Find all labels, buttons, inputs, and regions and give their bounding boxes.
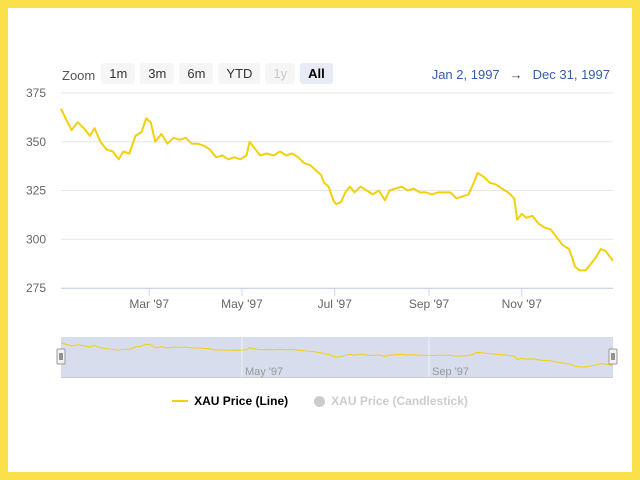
legend-label-candlestick: XAU Price (Candlestick) (331, 394, 468, 408)
y-tick-label: 350 (26, 135, 46, 149)
legend-item-candlestick[interactable]: XAU Price (Candlestick) (314, 394, 468, 408)
x-tick-label: Sep '97 (409, 297, 450, 311)
x-tick-label: Nov '97 (502, 297, 543, 311)
date-range-display: Jan 2, 1997 → Dec 31, 1997 (432, 67, 610, 82)
x-tick-label: May '97 (221, 297, 263, 311)
navigator-tick-label: May '97 (245, 366, 283, 378)
range-separator: → (509, 67, 523, 82)
y-tick-label: 325 (26, 184, 46, 198)
zoom-1y-button: 1y (265, 63, 296, 84)
navigator-series (60, 342, 614, 368)
zoom-3m-button[interactable]: 3m (140, 63, 175, 84)
x-tick-label: Mar '97 (129, 297, 169, 311)
legend-item-line[interactable]: XAU Price (Line) (172, 394, 288, 408)
range-selector: Zoom 1m 3m 6m YTD 1y All (62, 63, 338, 84)
legend-label-line: XAU Price (Line) (194, 394, 289, 408)
range-to-input[interactable]: Dec 31, 1997 (532, 67, 610, 82)
x-tick-label: Jul '97 (318, 297, 353, 311)
y-tick-label: 375 (26, 86, 46, 100)
navigator-tick-label: Sep '97 (432, 366, 469, 378)
y-tick-label: 275 (26, 281, 46, 295)
zoom-all-button[interactable]: All (300, 63, 333, 84)
line-series-marker (172, 400, 189, 402)
zoom-ytd-button[interactable]: YTD (218, 63, 261, 84)
navigator-handle-left[interactable] (56, 348, 66, 365)
y-tick-label: 300 (26, 232, 46, 246)
range-from-input[interactable]: Jan 2, 1997 (431, 67, 500, 82)
navigator-handle-right[interactable] (608, 348, 618, 365)
chart-container: Zoom 1m 3m 6m YTD 1y All Jan 2, 1997 → D… (8, 8, 632, 472)
zoom-1m-button[interactable]: 1m (101, 63, 136, 84)
price-line (60, 108, 614, 272)
zoom-label: Zoom (62, 67, 96, 83)
zoom-6m-button[interactable]: 6m (179, 63, 214, 84)
candlestick-series-marker (314, 395, 326, 407)
legend: XAU Price (Line) XAU Price (Candlestick) (8, 394, 632, 408)
chart-svg: 375 350 325 300 275 Mar '97 May '97 Jul '97 Sep … (26, 86, 618, 378)
